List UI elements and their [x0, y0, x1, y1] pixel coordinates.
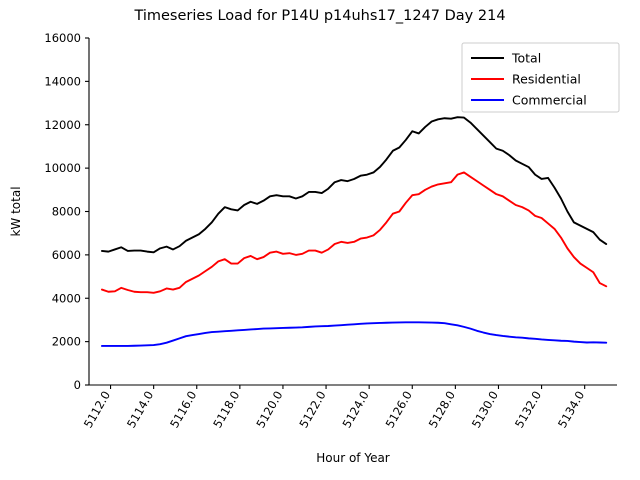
x-tick-label: 5128.0 — [426, 389, 458, 431]
y-tick-label: 6000 — [52, 248, 81, 262]
series-line-total — [100, 116, 608, 254]
legend-frame — [461, 42, 620, 113]
axes-spines — [88, 38, 617, 386]
x-tick-label: 5126.0 — [383, 389, 415, 431]
x-tick-label: 5114.0 — [124, 389, 156, 431]
y-tick-label: 2000 — [52, 335, 81, 349]
x-tick-label: 5134.0 — [555, 389, 587, 431]
y-tick-label: 16000 — [44, 31, 81, 45]
x-tick-label: 5120.0 — [253, 389, 285, 431]
y-tick-label: 8000 — [52, 205, 81, 219]
x-tick-label: 5132.0 — [512, 389, 544, 431]
series-line-residential — [100, 171, 608, 294]
x-tick-label: 5116.0 — [167, 389, 199, 431]
y-axis-ticks: 0 2000 4000 6000 8000 10000 12000 14000 16000 — [44, 31, 89, 392]
data-series-group — [100, 116, 608, 347]
y-tick-label: 10000 — [44, 161, 81, 175]
y-tick-label: 14000 — [44, 74, 81, 88]
x-axis-ticks: 5112.0 5114.0 5116.0 5118.0 5120.0 5122.0 5124… — [81, 385, 587, 430]
x-tick-label: 5122.0 — [296, 389, 328, 431]
legend-label-total: Total — [511, 51, 541, 66]
x-tick-label: 5112.0 — [81, 389, 113, 431]
x-tick-label: 5130.0 — [469, 388, 501, 430]
y-tick-label: 4000 — [52, 291, 81, 305]
legend-label-commercial: Commercial — [512, 93, 587, 108]
x-tick-label: 5124.0 — [340, 389, 372, 431]
chart-title: Timeseries Load for P14U p14uhs17_1247 D… — [134, 8, 506, 24]
series-line-commercial — [100, 321, 608, 347]
y-axis-label: kW total — [9, 186, 23, 236]
chart-legend[interactable]: Total Residential Commercial — [461, 42, 620, 113]
legend-label-residential: Residential — [512, 72, 581, 87]
y-tick-label: 12000 — [44, 118, 81, 132]
y-tick-label: 0 — [74, 378, 81, 392]
x-tick-label: 5118.0 — [210, 389, 242, 431]
x-axis-label: Hour of Year — [316, 451, 390, 465]
